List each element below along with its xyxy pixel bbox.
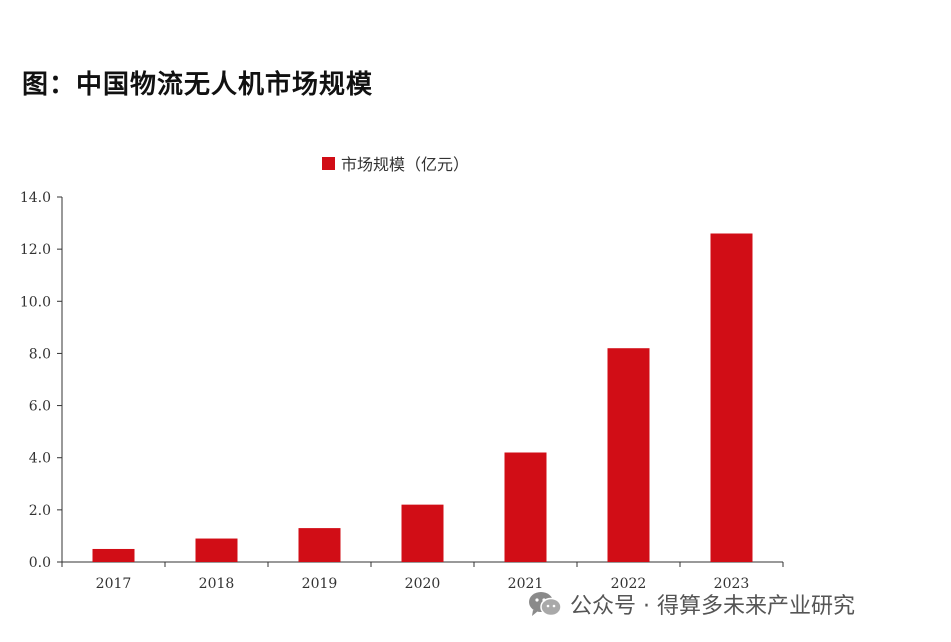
y-tick-label: 0.0 [29, 555, 51, 571]
bar-2019 [298, 528, 341, 562]
x-tick-label: 2019 [302, 576, 338, 592]
y-tick-label: 2.0 [29, 503, 51, 519]
watermark-text: 公众号 · 得算多未来产业研究 [570, 594, 855, 619]
x-tick-label: 2022 [611, 576, 647, 592]
legend: 市场规模（亿元） [322, 151, 469, 175]
bar-2023 [710, 233, 753, 562]
y-tick-label: 12.0 [20, 242, 51, 258]
wechat-icon [529, 592, 562, 617]
x-tick-label: 2018 [199, 576, 235, 592]
legend-swatch [322, 156, 335, 170]
x-tick-label: 2017 [96, 576, 132, 592]
x-tick-label: 2021 [508, 576, 544, 592]
y-tick-label: 4.0 [29, 451, 51, 467]
y-tick-label: 14.0 [20, 190, 51, 206]
x-tick-label: 2023 [714, 576, 750, 592]
chart-title: 图：中国物流无人机市场规模 [22, 70, 374, 100]
y-tick-label: 10.0 [20, 294, 51, 310]
bar-2022 [607, 348, 650, 562]
legend-label: 市场规模（亿元） [341, 155, 470, 174]
bar-2020 [401, 504, 444, 562]
bar-2021 [504, 452, 547, 562]
y-tick-label: 8.0 [29, 346, 51, 362]
y-tick-label: 6.0 [29, 399, 51, 415]
x-tick-label: 2020 [405, 576, 441, 592]
bar-2017 [92, 548, 135, 562]
bar-2018 [195, 538, 238, 562]
watermark: 公众号 · 得算多未来产业研究 [528, 588, 855, 620]
